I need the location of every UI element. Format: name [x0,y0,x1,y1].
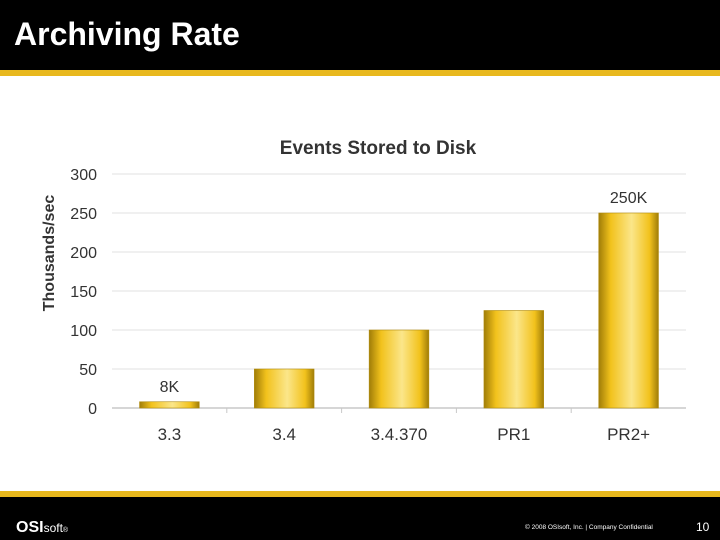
slide-title: Archiving Rate [14,16,240,52]
y-tick-label: 100 [70,323,97,340]
x-tick-label: PR2+ [607,425,650,444]
x-tick-label: 3.3 [158,425,182,444]
x-tick-label: 3.4 [272,425,296,444]
y-tick-label: 0 [88,401,97,418]
logo-main-text: OSI [16,519,44,536]
bar-chart: Events Stored to Disk Thousands/sec 0 50 1… [41,138,686,444]
y-axis-label: Thousands/sec [41,195,58,312]
x-tick-label: PR1 [497,425,530,444]
page-number: 10 [696,520,710,534]
y-tick-label: 150 [70,284,97,301]
slide-header: Archiving Rate [0,0,720,70]
bar [483,310,544,409]
y-tick-label: 50 [79,362,97,379]
bar [254,368,315,409]
bar [598,212,659,409]
y-tick-label: 250 [70,206,97,223]
slide-footer [0,497,720,540]
osisoft-logo: OSIsoft® [16,519,68,537]
header-accent-rule [0,70,720,76]
y-tick-label: 200 [70,245,97,262]
logo-registered-mark: ® [62,527,69,534]
chart-title: Events Stored to Disk [280,138,477,159]
data-label: 8K [160,379,180,396]
bar [368,329,430,409]
footer-accent-rule [0,491,720,497]
y-tick-label: 300 [70,167,97,184]
x-tick-label: 3.4.370 [371,425,428,444]
bar [139,401,200,409]
logo-suffix-text: soft [43,521,63,535]
copyright-notice: © 2008 OSIsoft, Inc. | Company Confident… [525,524,653,531]
data-label: 250K [610,190,648,207]
